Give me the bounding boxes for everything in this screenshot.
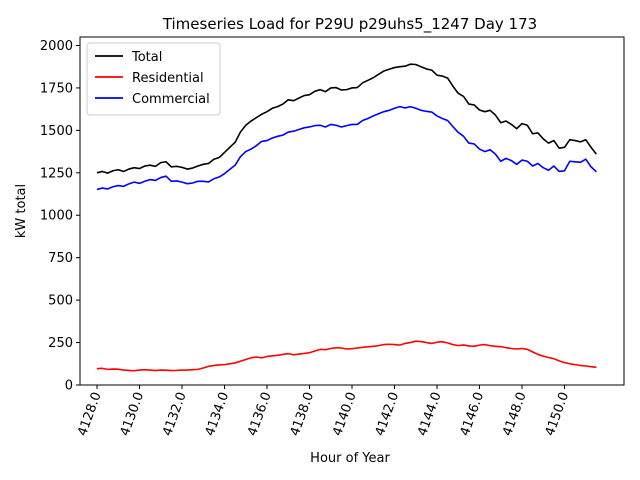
legend-label-residential: Residential — [132, 71, 204, 86]
y-tick-label: 1500 — [40, 124, 73, 139]
legend-label-commercial: Commercial — [132, 92, 210, 107]
y-tick-label: 750 — [48, 251, 73, 266]
series-line-total — [96, 63, 598, 174]
y-tick-label: 2000 — [40, 39, 73, 54]
legend-box — [86, 42, 221, 116]
y-tick-label: 1250 — [40, 166, 73, 181]
chart-title: Timeseries Load for P29U p29uhs5_1247 Da… — [162, 15, 537, 34]
y-axis-label: kW total — [14, 184, 29, 238]
y-tick-label: 1000 — [40, 209, 73, 224]
series-line-commercial — [96, 105, 597, 191]
x-axis-label: Hour of Year — [310, 451, 390, 466]
y-axis: 0 250 500 750 1000 1250 1500 1750 2000 — [40, 39, 80, 394]
y-tick-label: 1750 — [40, 81, 73, 96]
y-tick-label: 250 — [48, 336, 73, 351]
series-line-residential — [96, 340, 597, 372]
legend-label-total: Total — [131, 50, 162, 65]
y-tick-label: 500 — [48, 294, 73, 309]
legend: Total Residential Commercial — [86, 42, 221, 116]
y-tick-label: 0 — [65, 379, 73, 394]
series-layer — [96, 63, 598, 372]
